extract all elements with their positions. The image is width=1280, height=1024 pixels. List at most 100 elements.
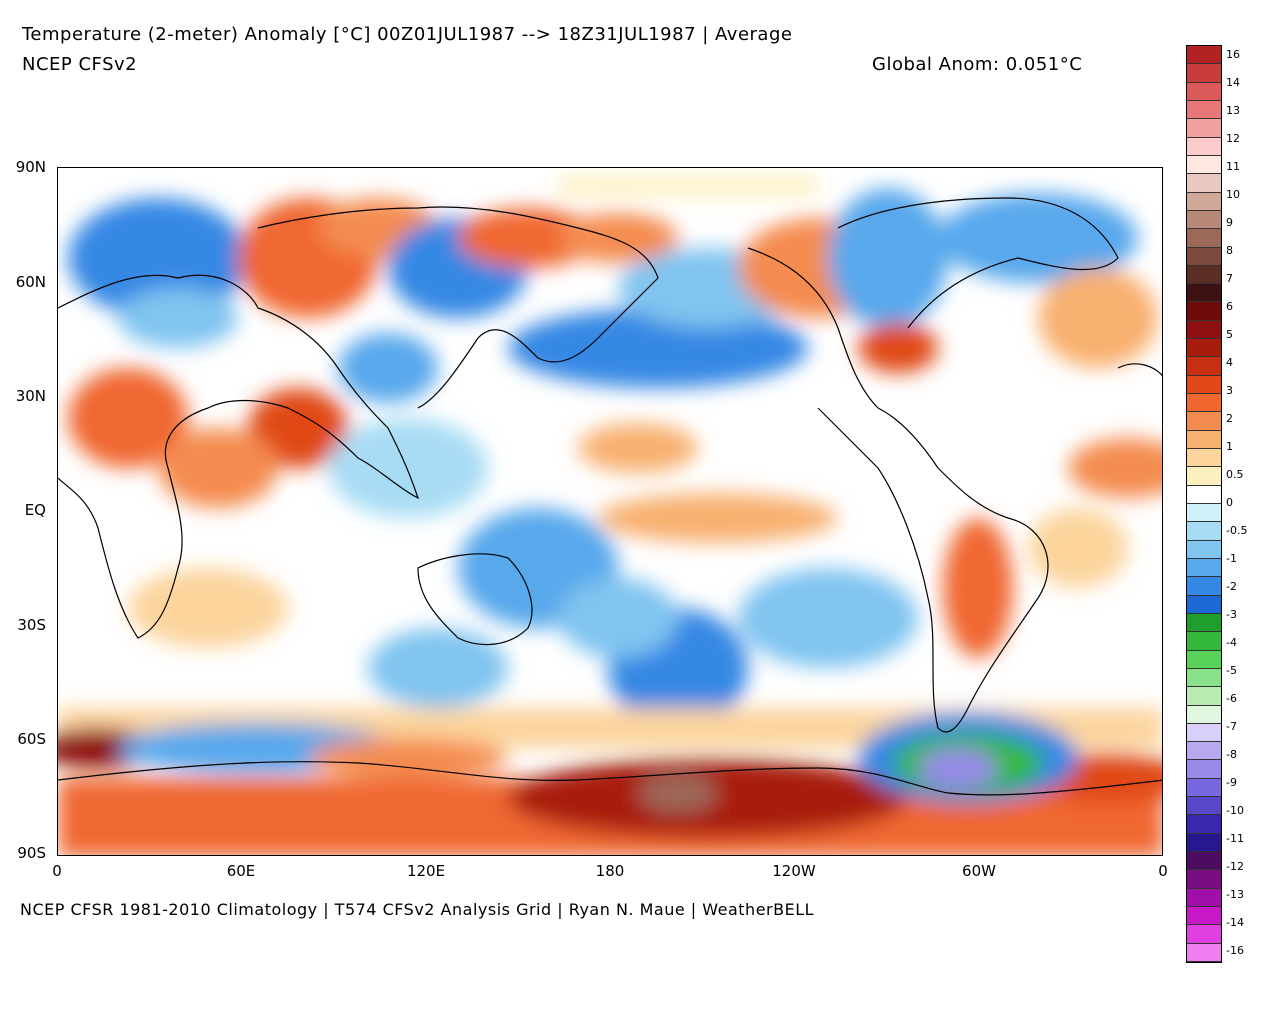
lon-label-0-left: 0 <box>52 862 62 880</box>
color-bar-swatch <box>1187 320 1221 340</box>
color-bar-swatch <box>1187 778 1221 798</box>
color-bar-swatch <box>1187 650 1221 669</box>
color-bar-label: 0.5 <box>1226 468 1244 481</box>
color-bar-label: 4 <box>1226 356 1233 369</box>
color-bar-swatch <box>1187 504 1221 523</box>
coastlines <box>58 197 1162 796</box>
model-name: NCEP CFSv2 <box>22 54 138 75</box>
color-bar-swatch <box>1187 412 1221 431</box>
color-bar-label: 11 <box>1226 160 1240 173</box>
footer-credit: NCEP CFSR 1981-2010 Climatology | T574 C… <box>20 900 815 919</box>
color-bar-swatch <box>1187 705 1221 724</box>
color-bar-label: 3 <box>1226 384 1233 397</box>
color-bar-swatch <box>1187 64 1221 83</box>
color-bar-swatch <box>1187 467 1221 486</box>
color-bar-label: -6 <box>1226 692 1237 705</box>
color-bar-swatch <box>1187 155 1221 175</box>
color-bar-swatch <box>1187 485 1221 504</box>
color-bar-label: -10 <box>1226 804 1244 817</box>
color-bar-swatch <box>1187 668 1221 688</box>
color-bar-label: 2 <box>1226 412 1233 425</box>
color-bar-swatch <box>1187 229 1221 248</box>
lon-label-0-right: 0 <box>1158 862 1168 880</box>
color-bar-label: 9 <box>1226 216 1233 229</box>
color-bar-swatch <box>1187 595 1221 614</box>
color-bar-label: -7 <box>1226 720 1237 733</box>
color-bar-swatch <box>1187 119 1221 138</box>
color-bar-swatch <box>1187 943 1221 962</box>
color-bar-label: 1 <box>1226 440 1233 453</box>
color-bar-swatch <box>1187 907 1221 926</box>
color-bar-swatch <box>1187 797 1221 816</box>
color-bar-swatch <box>1187 632 1221 651</box>
color-bar <box>1186 45 1222 963</box>
color-bar-swatch <box>1187 192 1221 211</box>
color-bar-swatch <box>1187 302 1221 321</box>
lon-label-120w: 120W <box>772 862 816 880</box>
color-bar-swatch <box>1187 687 1221 706</box>
color-bar-swatch <box>1187 925 1221 944</box>
color-bar-swatch <box>1187 888 1221 908</box>
lon-label-60w: 60W <box>962 862 996 880</box>
color-bar-label: 0 <box>1226 496 1233 509</box>
anomaly-map <box>57 167 1163 856</box>
lat-label-30n: 30N <box>15 387 46 405</box>
color-bar-swatch <box>1187 449 1221 468</box>
color-bar-label: -13 <box>1226 888 1244 901</box>
color-bar-swatch <box>1187 558 1221 578</box>
color-bar-swatch <box>1187 540 1221 559</box>
color-bar-swatch <box>1187 833 1221 853</box>
color-bar-label: -1 <box>1226 552 1237 565</box>
lat-label-90s: 90S <box>17 844 46 862</box>
color-bar-swatch <box>1187 137 1221 156</box>
color-bar-label: -8 <box>1226 748 1237 761</box>
color-bar-label: -16 <box>1226 944 1244 957</box>
color-bar-swatch <box>1187 210 1221 230</box>
map-title: Temperature (2-meter) Anomaly [°C] 00Z01… <box>22 24 793 45</box>
color-bar-swatch <box>1187 100 1221 120</box>
color-bar-swatch <box>1187 394 1221 413</box>
color-bar-swatch <box>1187 430 1221 450</box>
color-bar-label: -11 <box>1226 832 1244 845</box>
color-bar-swatch <box>1187 852 1221 871</box>
lon-label-180: 180 <box>595 862 625 880</box>
lat-label-60n: 60N <box>15 273 46 291</box>
color-bar-label: 8 <box>1226 244 1233 257</box>
color-bar-label: 7 <box>1226 272 1233 285</box>
color-bar-label: 10 <box>1226 188 1240 201</box>
color-bar-swatch <box>1187 613 1221 633</box>
color-bar-swatch <box>1187 375 1221 395</box>
anomaly-field <box>58 176 1162 855</box>
color-bar-swatch <box>1187 742 1221 761</box>
color-bar-label: -9 <box>1226 776 1237 789</box>
color-bar-label: 12 <box>1226 132 1240 145</box>
color-bar-swatch <box>1187 815 1221 834</box>
color-bar-label: -5 <box>1226 664 1237 677</box>
lat-label-60s: 60S <box>17 730 46 748</box>
lat-label-90n: 90N <box>15 158 46 176</box>
lat-label-eq: EQ <box>24 501 46 519</box>
color-bar-label: -0.5 <box>1226 524 1248 537</box>
color-bar-label: 13 <box>1226 104 1240 117</box>
color-bar-label: -3 <box>1226 608 1237 621</box>
color-bar-swatch <box>1187 174 1221 193</box>
color-bar-label: -12 <box>1226 860 1244 873</box>
lon-label-120e: 120E <box>406 862 446 880</box>
color-bar-label: -14 <box>1226 916 1244 929</box>
color-bar-label: -4 <box>1226 636 1237 649</box>
lon-label-60e: 60E <box>226 862 256 880</box>
color-bar-label: 16 <box>1226 48 1240 61</box>
color-bar-swatch <box>1187 522 1221 541</box>
color-bar-label: 5 <box>1226 328 1233 341</box>
color-bar-label: 6 <box>1226 300 1233 313</box>
color-bar-label: -2 <box>1226 580 1237 593</box>
color-bar-swatch <box>1187 870 1221 889</box>
global-anomaly: Global Anom: 0.051°C <box>872 54 1083 75</box>
color-bar-swatch <box>1187 723 1221 743</box>
color-bar-swatch <box>1187 760 1221 779</box>
color-bar-swatch <box>1187 284 1221 303</box>
color-bar-swatch <box>1187 265 1221 285</box>
color-bar-swatch <box>1187 339 1221 358</box>
color-bar-label: 14 <box>1226 76 1240 89</box>
lat-label-30s: 30S <box>17 616 46 634</box>
